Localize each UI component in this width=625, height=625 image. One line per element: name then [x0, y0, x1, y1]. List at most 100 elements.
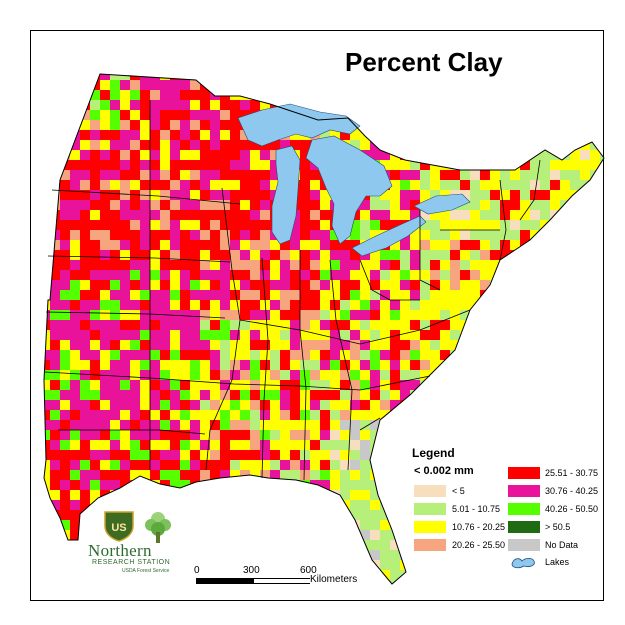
raster-cell: [510, 180, 520, 190]
raster-cell: [540, 280, 550, 290]
raster-cell: [44, 440, 50, 450]
raster-cell: [250, 74, 260, 80]
raster-cell: [420, 410, 430, 420]
raster-cell: [590, 100, 600, 110]
raster-cell: [150, 130, 160, 140]
raster-cell: [140, 330, 150, 340]
raster-cell: [150, 100, 160, 110]
raster-cell: [470, 430, 480, 440]
raster-cell: [90, 220, 100, 230]
raster-cell: [380, 80, 390, 90]
raster-cell: [330, 130, 340, 140]
raster-cell: [170, 380, 180, 390]
raster-cell: [320, 420, 330, 430]
raster-cell: [400, 260, 410, 270]
raster-cell: [210, 330, 220, 340]
raster-cell: [60, 140, 70, 150]
raster-cell: [200, 210, 210, 220]
raster-cell: [130, 220, 140, 230]
raster-cell: [320, 90, 330, 100]
raster-cell: [590, 410, 600, 420]
raster-cell: [90, 330, 100, 340]
raster-cell: [180, 230, 190, 240]
raster-cell: [410, 320, 420, 330]
raster-cell: [190, 520, 200, 530]
raster-cell: [550, 420, 560, 430]
raster-cell: [190, 450, 200, 460]
raster-cell: [250, 170, 260, 180]
raster-cell: [200, 220, 210, 230]
raster-cell: [320, 520, 330, 530]
raster-cell: [280, 250, 290, 260]
raster-cell: [330, 290, 340, 300]
raster-cell: [490, 400, 500, 410]
raster-cell: [310, 440, 320, 450]
raster-cell: [230, 460, 240, 470]
raster-cell: [260, 520, 270, 530]
raster-cell: [580, 370, 590, 380]
raster-cell: [470, 210, 480, 220]
raster-cell: [520, 390, 530, 400]
raster-cell: [44, 570, 50, 580]
raster-cell: [440, 120, 450, 130]
raster-cell: [170, 250, 180, 260]
raster-cell: [500, 340, 510, 350]
raster-cell: [250, 230, 260, 240]
raster-cell: [60, 110, 70, 120]
raster-cell: [220, 270, 230, 280]
legend-label-40-50: 40.26 - 50.50: [545, 504, 599, 514]
raster-cell: [570, 90, 580, 100]
raster-cell: [230, 270, 240, 280]
raster-cell: [190, 190, 200, 200]
raster-cell: [310, 240, 320, 250]
raster-cell: [70, 470, 80, 480]
raster-cell: [260, 540, 270, 550]
raster-cell: [320, 330, 330, 340]
raster-cell: [530, 410, 540, 420]
raster-cell: [130, 360, 140, 370]
raster-cell: [160, 500, 170, 510]
raster-cell: [390, 90, 400, 100]
raster-cell: [80, 400, 90, 410]
raster-cell: [340, 360, 350, 370]
raster-cell: [240, 150, 250, 160]
raster-cell: [290, 140, 300, 150]
raster-cell: [60, 550, 70, 560]
legend-label-20-25: 20.26 - 25.50: [452, 540, 506, 550]
raster-cell: [190, 290, 200, 300]
raster-cell: [80, 360, 90, 370]
raster-cell: [200, 100, 210, 110]
raster-cell: [130, 370, 140, 380]
raster-cell: [300, 410, 310, 420]
raster-cell: [210, 210, 220, 220]
raster-cell: [50, 210, 60, 220]
raster-cell: [560, 390, 570, 400]
raster-cell: [480, 90, 490, 100]
raster-cell: [260, 410, 270, 420]
raster-cell: [450, 120, 460, 130]
raster-cell: [290, 230, 300, 240]
raster-cell: [600, 180, 604, 190]
raster-cell: [190, 74, 200, 80]
raster-cell: [240, 170, 250, 180]
raster-cell: [44, 360, 50, 370]
raster-cell: [210, 350, 220, 360]
raster-cell: [70, 350, 80, 360]
raster-cell: [230, 410, 240, 420]
raster-cell: [350, 130, 360, 140]
raster-cell: [410, 80, 420, 90]
raster-cell: [400, 370, 410, 380]
raster-cell: [310, 540, 320, 550]
raster-cell: [580, 280, 590, 290]
raster-cell: [260, 500, 270, 510]
raster-cell: [120, 460, 130, 470]
raster-cell: [50, 520, 60, 530]
raster-cell: [360, 440, 370, 450]
raster-cell: [560, 110, 570, 120]
raster-cell: [450, 280, 460, 290]
raster-cell: [360, 310, 370, 320]
raster-cell: [120, 170, 130, 180]
raster-cell: [50, 490, 60, 500]
raster-cell: [560, 270, 570, 280]
raster-cell: [370, 90, 380, 100]
